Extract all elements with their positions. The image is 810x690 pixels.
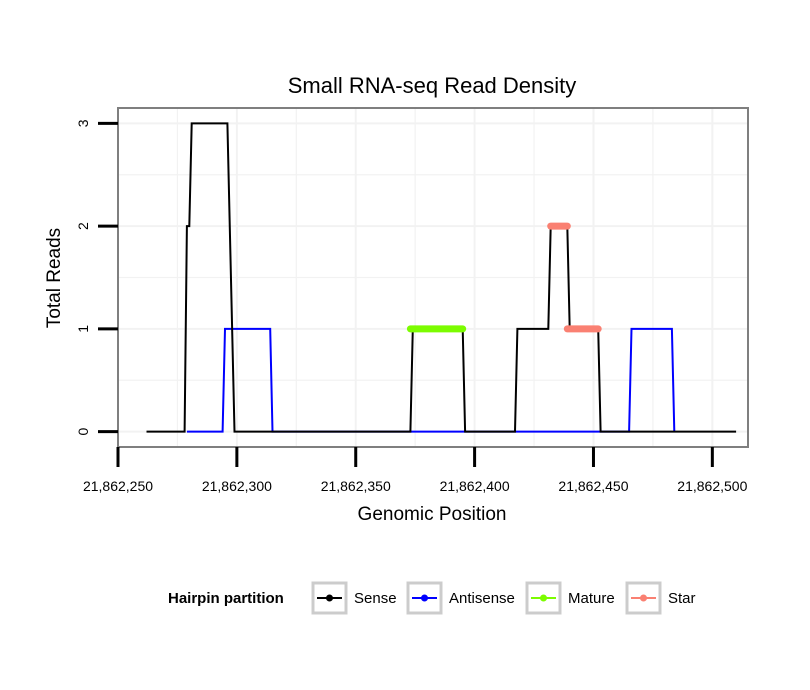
legend-item-mature: Mature xyxy=(525,581,615,615)
y-tick-label: 2 xyxy=(75,222,91,230)
x-axis-title: Genomic Position xyxy=(358,504,507,525)
legend-label-mature: Mature xyxy=(568,590,615,607)
y-tick-label: 0 xyxy=(75,427,91,435)
x-tick-label: 21,862,450 xyxy=(558,478,628,494)
legend-key-point xyxy=(421,594,428,602)
x-tick-label: 21,862,300 xyxy=(202,478,272,494)
x-tick-label: 21,862,500 xyxy=(677,478,747,494)
series-layer xyxy=(146,122,737,433)
x-tick-label: 21,862,250 xyxy=(83,478,153,494)
y-axis-title: Total Reads xyxy=(44,228,65,328)
x-tick-label: 21,862,400 xyxy=(440,478,510,494)
legend-key-point xyxy=(640,594,647,602)
legend-key-point xyxy=(326,594,333,602)
legend-item-star: Star xyxy=(625,581,696,615)
y-axis: 0 1 2 3 xyxy=(75,119,118,435)
y-tick-label: 3 xyxy=(75,119,91,127)
legend-item-sense: Sense xyxy=(311,581,397,615)
plot-panel-border xyxy=(117,107,749,448)
legend-label-star: Star xyxy=(668,590,696,607)
legend-title: Hairpin partition xyxy=(168,590,284,607)
legend-label-sense: Sense xyxy=(354,590,397,607)
chart-title: Small RNA-seq Read Density xyxy=(288,73,577,98)
y-tick-label: 1 xyxy=(75,325,91,333)
legend: Hairpin partition Sense Antisense Mature St… xyxy=(168,581,696,615)
x-axis: 21,862,250 21,862,300 21,862,350 21,862,400… xyxy=(83,447,748,494)
legend-label-antisense: Antisense xyxy=(449,590,515,607)
legend-item-antisense: Antisense xyxy=(406,581,515,615)
x-tick-label: 21,862,350 xyxy=(321,478,391,494)
legend-key-point xyxy=(540,594,547,602)
